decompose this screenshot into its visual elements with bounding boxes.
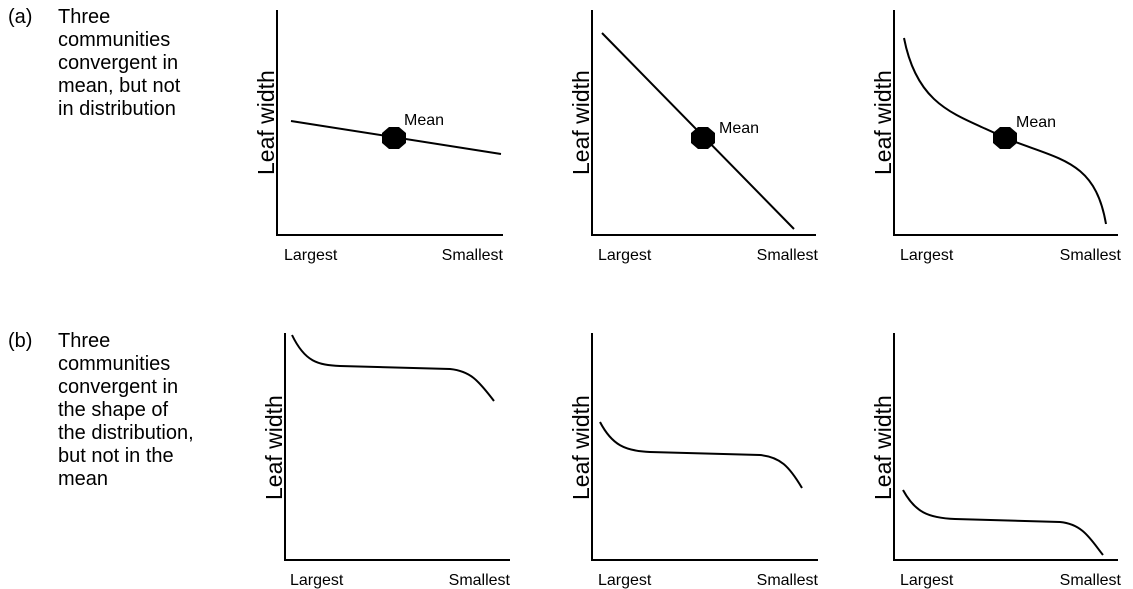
distribution-curve (291, 334, 495, 402)
panel-b2: Leaf width Largest Smallest (568, 333, 819, 589)
panel-a1: Leaf width Largest Smallest Mean (253, 10, 504, 264)
x-axis-end-label: Smallest (449, 572, 511, 589)
x-axis-start-label: Largest (598, 247, 652, 264)
panel-a3: Leaf width Largest Smallest Mean (870, 10, 1122, 264)
y-axis-label: Leaf width (261, 395, 287, 500)
distribution-curve (902, 489, 1104, 556)
y-axis-label: Leaf width (568, 395, 594, 500)
axes (893, 10, 1118, 236)
row-a-description: Three communities convergent in mean, bu… (58, 6, 181, 120)
axes (276, 10, 503, 236)
y-axis-label: Leaf width (870, 70, 896, 175)
x-axis-start-label: Largest (284, 247, 338, 264)
mean-label: Mean (1016, 114, 1056, 131)
y-axis-label: Leaf width (568, 70, 594, 175)
panel-b3: Leaf width Largest Smallest (870, 333, 1122, 589)
x-axis-end-label: Smallest (757, 572, 819, 589)
panel-a2: Leaf width Largest Smallest Mean (568, 10, 819, 264)
x-axis-end-label: Smallest (1060, 572, 1122, 589)
row-a-tag: (a) (8, 6, 33, 28)
x-axis-end-label: Smallest (1060, 247, 1122, 264)
mean-label: Mean (719, 120, 759, 137)
x-axis-start-label: Largest (290, 572, 344, 589)
x-axis-end-label: Smallest (757, 247, 819, 264)
y-axis-label: Leaf width (870, 395, 896, 500)
mean-marker (691, 127, 715, 149)
x-axis-start-label: Largest (598, 572, 652, 589)
axes (893, 333, 1118, 561)
mean-label: Mean (404, 112, 444, 129)
panel-b1: Leaf width Largest Smallest (261, 333, 511, 589)
distribution-curve (599, 421, 803, 489)
y-axis-label: Leaf width (253, 70, 279, 175)
mean-marker (993, 127, 1017, 149)
axes (591, 10, 816, 236)
axes (284, 333, 510, 561)
row-b-description: Three communities convergent in the shap… (58, 330, 194, 490)
axes (591, 333, 818, 561)
row-b-tag: (b) (8, 330, 33, 352)
x-axis-start-label: Largest (900, 247, 954, 264)
x-axis-end-label: Smallest (442, 247, 504, 264)
x-axis-start-label: Largest (900, 572, 954, 589)
mean-marker (382, 127, 406, 149)
